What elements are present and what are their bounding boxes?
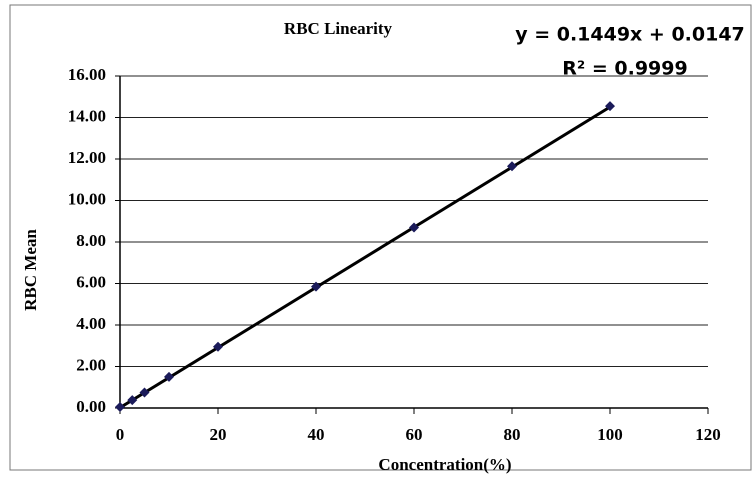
x-tick-label: 20	[210, 425, 227, 444]
data-point	[115, 401, 125, 412]
data-point	[213, 341, 223, 352]
x-tick-label: 0	[116, 425, 125, 444]
x-tick-label: 80	[504, 425, 521, 444]
data-point	[127, 395, 138, 406]
y-tick-label: 12.00	[68, 148, 106, 167]
y-tick-label: 6.00	[76, 272, 106, 291]
y-axis-label: RBC Mean	[21, 229, 40, 311]
chart-frame	[9, 4, 752, 471]
y-tick-label: 10.00	[68, 189, 106, 208]
y-tick-label: 14.00	[68, 106, 106, 125]
x-tick-label: 60	[406, 425, 423, 444]
data-point	[139, 387, 150, 398]
y-tick-label: 2.00	[76, 355, 106, 374]
x-axis-label: Concentration(%)	[378, 455, 511, 474]
trendline-equation: y = 0.1449x + 0.0147	[515, 24, 745, 46]
y-tick-label: 16.00	[68, 65, 106, 84]
data-point	[605, 101, 615, 112]
y-tick-label: 8.00	[76, 231, 106, 250]
data-point	[311, 281, 321, 292]
trendline	[119, 105, 611, 409]
chart-title: RBC Linearity	[284, 19, 393, 38]
x-tick-label: 120	[695, 425, 721, 444]
y-tick-label: 4.00	[76, 314, 106, 333]
x-tick-label: 40	[308, 425, 325, 444]
trendline-r-squared: R² = 0.9999	[562, 58, 687, 80]
data-point	[409, 222, 419, 233]
data-point	[164, 371, 174, 382]
data-point	[507, 161, 517, 172]
x-tick-label: 100	[597, 425, 623, 444]
y-tick-label: 0.00	[76, 397, 106, 416]
